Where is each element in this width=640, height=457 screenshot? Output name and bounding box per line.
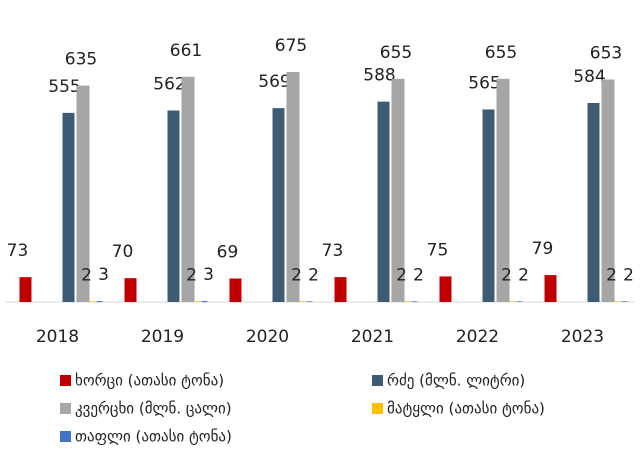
data-label: 2 xyxy=(501,265,512,285)
data-label: 2 xyxy=(518,265,529,285)
data-label: 562 xyxy=(153,75,185,95)
data-label: 635 xyxy=(65,50,97,70)
legend-label: რძე (მლნ. ლიტრი) xyxy=(387,372,525,390)
bar xyxy=(76,85,90,302)
data-label: 75 xyxy=(427,240,449,260)
data-label: 555 xyxy=(48,77,80,97)
bar xyxy=(306,301,313,302)
data-label: 2 xyxy=(623,265,634,285)
bar xyxy=(411,301,418,302)
bar xyxy=(509,301,516,302)
data-label: 2 xyxy=(81,265,92,285)
x-tick-label: 2018 xyxy=(36,327,79,347)
bar xyxy=(334,277,347,302)
legend-label: კვერცხი (მლნ. ცალი) xyxy=(75,400,232,418)
data-label: 2 xyxy=(396,265,407,285)
bar xyxy=(272,108,285,302)
data-label: 3 xyxy=(98,265,109,285)
x-tick-label: 2022 xyxy=(456,327,499,347)
bar xyxy=(167,110,180,303)
data-label: 2 xyxy=(291,265,302,285)
data-label: 655 xyxy=(380,43,412,63)
bar xyxy=(404,301,411,302)
data-label: 661 xyxy=(170,41,202,61)
legend-label: მატყლი (ათასი ტონა) xyxy=(387,400,545,418)
bar xyxy=(439,276,452,302)
bar xyxy=(496,78,510,302)
legend-swatch xyxy=(60,375,71,386)
data-label: 588 xyxy=(363,66,395,86)
bar xyxy=(62,112,75,302)
legend-swatch xyxy=(60,403,71,414)
bar xyxy=(587,103,600,302)
legend-label: თაფლი (ათასი ტონა) xyxy=(75,428,232,446)
bar xyxy=(229,278,242,302)
data-label: 655 xyxy=(485,43,517,63)
data-label: 73 xyxy=(7,241,29,261)
x-tick-label: 2023 xyxy=(561,327,604,347)
bar xyxy=(544,275,557,302)
bar xyxy=(621,301,628,302)
data-label: 3 xyxy=(203,265,214,285)
legend-label: ხორცი (ათასი ტონა) xyxy=(75,372,224,390)
data-label: 2 xyxy=(606,265,617,285)
data-label: 2 xyxy=(308,265,319,285)
bar xyxy=(516,301,523,302)
data-label: 2 xyxy=(186,265,197,285)
data-label: 70 xyxy=(112,242,134,262)
x-tick-label: 2019 xyxy=(141,327,184,347)
data-label: 565 xyxy=(468,73,500,93)
bar xyxy=(96,300,103,302)
bar xyxy=(286,72,300,302)
bar xyxy=(19,277,32,302)
x-tick-label: 2021 xyxy=(351,327,394,347)
bar xyxy=(181,76,195,302)
data-label: 2 xyxy=(413,265,424,285)
data-label: 675 xyxy=(275,36,307,56)
bar xyxy=(299,301,306,302)
bar xyxy=(89,301,96,302)
bar xyxy=(377,101,390,303)
x-tick-label: 2020 xyxy=(246,327,289,347)
data-label: 569 xyxy=(258,72,290,92)
data-label: 584 xyxy=(573,67,605,87)
data-label: 79 xyxy=(532,239,554,259)
bar xyxy=(124,278,137,302)
legend-swatch xyxy=(372,403,383,414)
bar xyxy=(601,79,615,302)
data-label: 653 xyxy=(590,43,622,63)
data-label: 69 xyxy=(217,242,239,262)
bar xyxy=(614,301,621,302)
legend-swatch xyxy=(372,375,383,386)
legend-swatch xyxy=(60,431,71,442)
bar xyxy=(482,109,495,303)
bar xyxy=(201,300,208,302)
bar xyxy=(391,78,405,302)
data-label: 73 xyxy=(322,241,344,261)
bar xyxy=(194,301,201,302)
